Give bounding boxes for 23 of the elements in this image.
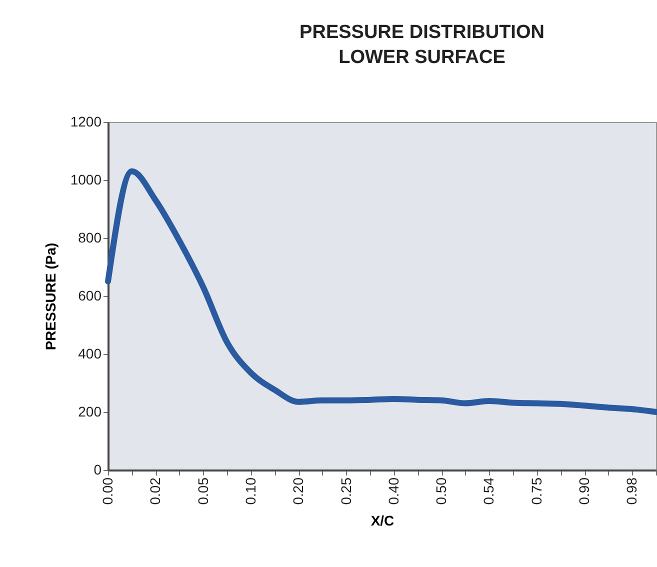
y-tick-label: 1200: [70, 114, 102, 130]
y-tick-label: 0: [94, 462, 102, 478]
x-axis-title: X/C: [370, 512, 394, 529]
x-tick-label: 0.54: [480, 477, 497, 505]
x-tick-label: 0.20: [290, 477, 306, 505]
y-tick-label: 400: [78, 346, 102, 362]
chart-title: PRESSURE DISTRIBUTION: [300, 22, 544, 43]
x-tick-label: 0.90: [576, 477, 592, 505]
x-tick-label: 0.05: [194, 477, 211, 505]
chart-subtitle: LOWER SURFACE: [338, 47, 506, 68]
x-tick-label: 0.75: [528, 477, 544, 505]
y-axis-title: PRESSURE (Pa): [42, 242, 58, 350]
x-tick-label: 0.98: [624, 477, 640, 505]
x-tick-label: 0.25: [338, 477, 354, 505]
x-tick-label: 0.00: [100, 477, 116, 505]
x-tick-label: 0.50: [433, 477, 450, 505]
y-tick-label: 1000: [70, 172, 102, 188]
x-tick-label: 0.10: [242, 477, 258, 505]
y-tick-label: 800: [78, 230, 102, 246]
y-tick-label: 200: [78, 404, 102, 420]
x-tick-label: 0.40: [385, 477, 402, 505]
x-tick-label: 0.02: [147, 477, 164, 505]
y-tick-label: 600: [78, 288, 102, 304]
